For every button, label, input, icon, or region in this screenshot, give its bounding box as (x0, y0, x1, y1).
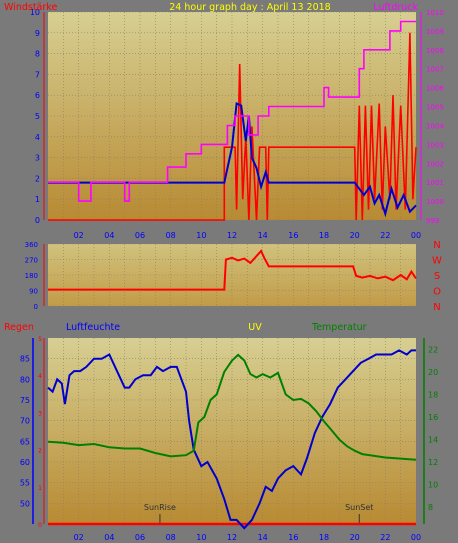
panel-3-rain-tick-3: 3 (38, 410, 42, 417)
panel-1-xtick-12: 12 (227, 231, 237, 240)
panel-2-left-tick-180: 180 (25, 272, 38, 280)
panel-3-humidity-label: Luftfeuchte (66, 322, 120, 333)
panel-1-right-tick-1010: 1010 (426, 9, 444, 17)
panel-3-humidity-tick-70: 70 (20, 417, 30, 426)
panel-3-temp-tick-20: 20 (428, 368, 438, 377)
panel-3-xtick-00: 00 (411, 533, 421, 542)
panel-1-xtick-00: 00 (411, 231, 421, 240)
panel-3-rain-tick-1: 1 (38, 485, 42, 492)
panel-1-xtick-22: 22 (380, 231, 390, 240)
panel-1-left-tick-4: 4 (35, 133, 40, 142)
panel-2-left-tick-90: 90 (29, 288, 38, 296)
panel-3-temp-tick-16: 16 (428, 413, 438, 422)
panel-1-xtick-14: 14 (258, 231, 268, 240)
panel-1-left-label: Windstärke (4, 2, 57, 13)
panel-1-left-tick-9: 9 (35, 29, 40, 38)
panel-3-humidity-tick-55: 55 (20, 479, 30, 488)
panel-3-temp-tick-22: 22 (428, 345, 438, 354)
panel-1-xtick-18: 18 (319, 231, 329, 240)
panel-3-humidity-tick-65: 65 (20, 437, 30, 446)
sunrise-label: SunRise (144, 503, 176, 512)
panel-1-right-tick-1005: 1005 (426, 104, 444, 112)
panel-3-rain-tick-4: 4 (38, 373, 42, 380)
panel-1-xtick-08: 08 (166, 231, 176, 240)
panel-3-xtick-02: 02 (74, 533, 84, 542)
panel-1-left-tick-3: 3 (35, 154, 40, 163)
panel-1-right-tick-1007: 1007 (426, 66, 444, 74)
series-humidity (47, 349, 416, 530)
panel-3-xtick-04: 04 (104, 533, 114, 542)
panel-1-right-tick-1004: 1004 (426, 122, 444, 130)
panel-1-left-tick-7: 7 (35, 70, 40, 79)
panel-3-xtick-16: 16 (288, 533, 298, 542)
series-wind_gust (48, 32, 417, 221)
panel-3-humidity-tick-75: 75 (20, 396, 30, 405)
panel-3-xtick-12: 12 (227, 533, 237, 542)
panel-3-xtick-06: 06 (135, 533, 145, 542)
panel-1-xtick-04: 04 (104, 231, 114, 240)
panel-1-left-tick-2: 2 (35, 174, 40, 183)
panel-3-temp-tick-18: 18 (428, 390, 438, 399)
panel-1-right-tick-1006: 1006 (426, 85, 444, 93)
sunset-label: SunSet (345, 503, 373, 512)
panel-2-compass-3: O (433, 287, 441, 298)
panel-1-left-tick-10: 10 (30, 8, 40, 17)
panel-1-right-tick-999: 999 (426, 217, 439, 225)
panel-2-left-tick-270: 270 (25, 257, 38, 265)
panel-2-left-tick-0: 0 (34, 303, 38, 311)
panel-3-xtick-14: 14 (258, 533, 268, 542)
panel-3-humidity-tick-60: 60 (20, 458, 30, 467)
panel-3-humidity-tick-85: 85 (20, 355, 30, 364)
panel-1-xtick-20: 20 (350, 231, 360, 240)
panel-3-rain-tick-2: 2 (38, 448, 42, 455)
panel-2-compass-1: W (432, 256, 442, 267)
panel-3-xtick-18: 18 (319, 533, 329, 542)
panel-1-left-tick-5: 5 (35, 112, 40, 121)
panel-1-left-tick-1: 1 (35, 195, 40, 204)
panel-3-xtick-08: 08 (166, 533, 176, 542)
panel-1-left-tick-0: 0 (35, 216, 40, 225)
panel-3-temp-tick-12: 12 (428, 458, 438, 467)
panel-2-compass-4: N (433, 302, 440, 313)
panel-1-right-tick-1008: 1008 (426, 47, 444, 55)
panel-1-right-tick-1000: 1000 (426, 198, 444, 206)
panel-2-compass-0: N (433, 240, 440, 251)
panel-1-title: 24 hour graph day : April 13 2018 (169, 2, 330, 13)
panel-1-xtick-02: 02 (74, 231, 84, 240)
panel-3-uv-label: UV (248, 322, 262, 333)
panel-3-temp-tick-8: 8 (428, 503, 433, 512)
series-wind_dir (48, 249, 417, 291)
panel-1-right-tick-1001: 1001 (426, 179, 444, 187)
panel-1-left-tick-6: 6 (35, 91, 40, 100)
panel-1-xtick-06: 06 (135, 231, 145, 240)
panel-1-right-label: Luftdruck (373, 2, 418, 13)
series-temperature (47, 353, 417, 461)
panel-2-compass-2: S (434, 271, 440, 282)
panel-3-rain-tick-0: 0 (38, 522, 42, 529)
panel-3-xtick-10: 10 (196, 533, 206, 542)
panel-1-right-tick-1009: 1009 (426, 28, 444, 36)
panel-1-left-tick-8: 8 (35, 50, 40, 59)
panel-1-right-tick-1003: 1003 (426, 141, 444, 149)
panel-1-right-tick-1002: 1002 (426, 160, 444, 168)
panel-3-xtick-22: 22 (380, 533, 390, 542)
panel-1-xtick-10: 10 (196, 231, 206, 240)
panel-3-temp-tick-10: 10 (428, 481, 438, 490)
panel-3-temperature-label: Temperatur (311, 322, 367, 333)
panel-3-temp-tick-14: 14 (428, 435, 438, 444)
panel-3-humidity-tick-80: 80 (20, 375, 30, 384)
panel-3-rain-label: Regen (4, 322, 34, 333)
series-wind_avg (48, 102, 417, 218)
panel-1-xtick-16: 16 (288, 231, 298, 240)
series-pressure (48, 20, 416, 202)
panel-3-humidity-tick-50: 50 (20, 499, 30, 508)
panel-3-xtick-20: 20 (350, 533, 360, 542)
panel-2-left-tick-360: 360 (25, 241, 38, 249)
panel-3-rain-tick-5: 5 (38, 336, 42, 343)
